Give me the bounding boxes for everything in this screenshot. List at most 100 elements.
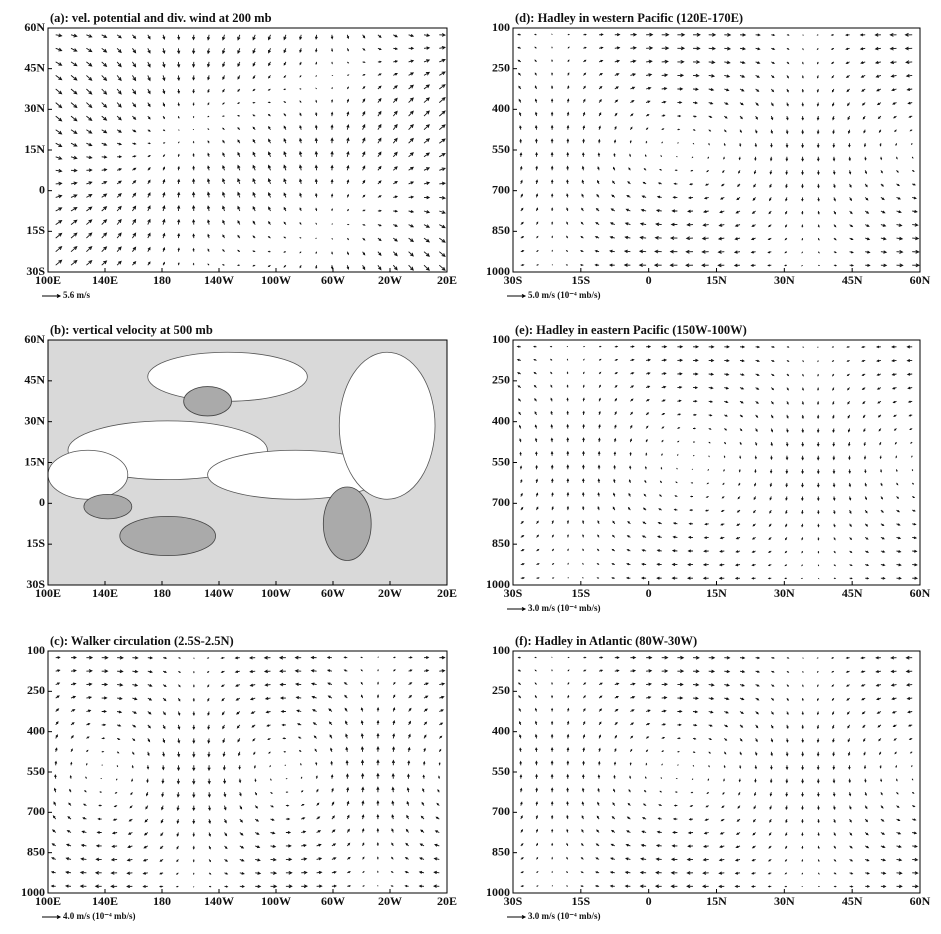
plot-frame xyxy=(47,650,448,894)
y-tick-label: 400 xyxy=(492,413,510,427)
x-tick-label: 180 xyxy=(153,273,171,287)
y-tick-label: 850 xyxy=(492,223,510,237)
x-tick-label: 100E xyxy=(35,273,61,287)
y-tick-label: 15S xyxy=(26,223,45,237)
x-tick-label: 140E xyxy=(92,273,118,287)
panel-title: (d): Hadley in western Pacific (120E-170… xyxy=(515,11,743,25)
x-tick-label: 60W xyxy=(321,894,345,908)
x-tick-label: 100W xyxy=(261,894,291,908)
y-tick-label: 700 xyxy=(492,495,510,509)
reference-arrow xyxy=(507,607,527,611)
x-tick-label: 20W xyxy=(378,273,402,287)
y-tick-label: 700 xyxy=(492,182,510,196)
x-tick-label: 20E xyxy=(437,894,457,908)
x-tick-label: 140W xyxy=(204,586,234,600)
y-tick-label: 1000 xyxy=(21,885,45,899)
x-tick-label: 30N xyxy=(774,586,795,600)
y-tick-label: 700 xyxy=(492,804,510,818)
x-tick-label: 60N xyxy=(910,273,931,287)
panel: (f): Hadley in Atlantic (80W-30W) 30S 15S 0… xyxy=(486,634,931,921)
y-tick-label: 30S xyxy=(26,577,45,591)
panel-title: (a): vel. potential and div. wind at 200… xyxy=(50,11,272,25)
x-tick-label: 100W xyxy=(261,586,291,600)
y-tick-label: 100 xyxy=(27,643,45,657)
x-tick-label: 30S xyxy=(504,273,523,287)
reference-label: 4.0 m/s (10⁻⁴ mb/s) xyxy=(63,911,135,921)
x-tick-label: 0 xyxy=(646,273,652,287)
y-tick-label: 15N xyxy=(24,142,45,156)
x-tick-label: 30N xyxy=(774,273,795,287)
y-tick-label: 30N xyxy=(24,413,45,427)
x-tick-label: 60N xyxy=(910,894,931,908)
y-tick-label: 400 xyxy=(492,723,510,737)
y-tick-label: 250 xyxy=(492,60,510,74)
panel: (d): Hadley in western Pacific (120E-170… xyxy=(486,11,931,300)
reference-label: 5.0 m/s (10⁻⁴ mb/s) xyxy=(528,290,600,300)
y-tick-label: 850 xyxy=(27,844,45,858)
contour-region xyxy=(47,449,129,500)
x-tick-label: 20W xyxy=(378,586,402,600)
panel: (a): vel. potential and div. wind at 200… xyxy=(24,11,457,300)
y-tick-label: 30S xyxy=(26,264,45,278)
panel-title: (b): vertical velocity at 500 mb xyxy=(50,323,213,337)
x-tick-label: 140E xyxy=(92,586,118,600)
x-tick-label: 180 xyxy=(153,894,171,908)
y-tick-label: 100 xyxy=(492,332,510,346)
y-tick-label: 0 xyxy=(39,182,45,196)
contour-region xyxy=(322,486,372,561)
y-tick-label: 400 xyxy=(492,101,510,115)
wind-vectors xyxy=(50,655,446,889)
contour-region xyxy=(338,351,436,500)
y-tick-label: 250 xyxy=(27,683,45,697)
x-tick-label: 140W xyxy=(204,273,234,287)
x-tick-label: 100E xyxy=(35,894,61,908)
x-tick-label: 45N xyxy=(842,273,863,287)
x-tick-label: 30S xyxy=(504,894,523,908)
panel-title: (f): Hadley in Atlantic (80W-30W) xyxy=(515,634,697,648)
y-tick-label: 250 xyxy=(492,373,510,387)
x-tick-label: 100E xyxy=(35,586,61,600)
y-tick-label: 700 xyxy=(27,804,45,818)
reference-arrow xyxy=(42,915,62,919)
x-tick-label: 140W xyxy=(204,894,234,908)
reference-arrow xyxy=(507,915,527,919)
y-tick-label: 100 xyxy=(492,643,510,657)
x-tick-label: 60W xyxy=(321,586,345,600)
contour-region xyxy=(83,493,133,520)
reference-label: 5.6 m/s xyxy=(63,290,90,300)
reference-label: 3.0 m/s (10⁻⁴ mb/s) xyxy=(528,603,600,613)
y-tick-label: 1000 xyxy=(486,885,510,899)
x-tick-label: 60W xyxy=(321,273,345,287)
y-tick-label: 15S xyxy=(26,536,45,550)
x-tick-label: 20E xyxy=(437,586,457,600)
reference-arrow xyxy=(42,294,62,298)
y-tick-label: 550 xyxy=(492,764,510,778)
plot-frame xyxy=(512,339,921,586)
y-tick-label: 550 xyxy=(492,454,510,468)
wind-vectors xyxy=(517,32,920,268)
y-tick-label: 30N xyxy=(24,101,45,115)
x-tick-label: 15S xyxy=(571,273,590,287)
reference-arrow xyxy=(507,294,527,298)
x-tick-label: 30N xyxy=(774,894,795,908)
x-tick-label: 0 xyxy=(646,894,652,908)
reference-label: 3.0 m/s (10⁻⁴ mb/s) xyxy=(528,911,600,921)
x-tick-label: 180 xyxy=(153,586,171,600)
y-tick-label: 1000 xyxy=(486,264,510,278)
y-tick-label: 400 xyxy=(27,723,45,737)
y-tick-label: 850 xyxy=(492,536,510,550)
panel: (c): Walker circulation (2.5S-2.5N)100E 1… xyxy=(21,634,457,921)
contour-region xyxy=(183,386,232,417)
x-tick-label: 15N xyxy=(706,894,727,908)
y-tick-label: 60N xyxy=(24,20,45,34)
x-tick-label: 20W xyxy=(378,894,402,908)
plot-frame xyxy=(512,650,921,894)
y-tick-label: 45N xyxy=(24,60,45,74)
panel-title: (c): Walker circulation (2.5S-2.5N) xyxy=(50,634,234,648)
wind-vectors xyxy=(55,33,447,271)
x-tick-label: 15S xyxy=(571,586,590,600)
y-tick-label: 45N xyxy=(24,373,45,387)
panel: (b): vertical velocity at 500 mb 100E 140E… xyxy=(24,323,457,600)
plot-frame xyxy=(47,27,448,273)
y-tick-label: 15N xyxy=(24,454,45,468)
